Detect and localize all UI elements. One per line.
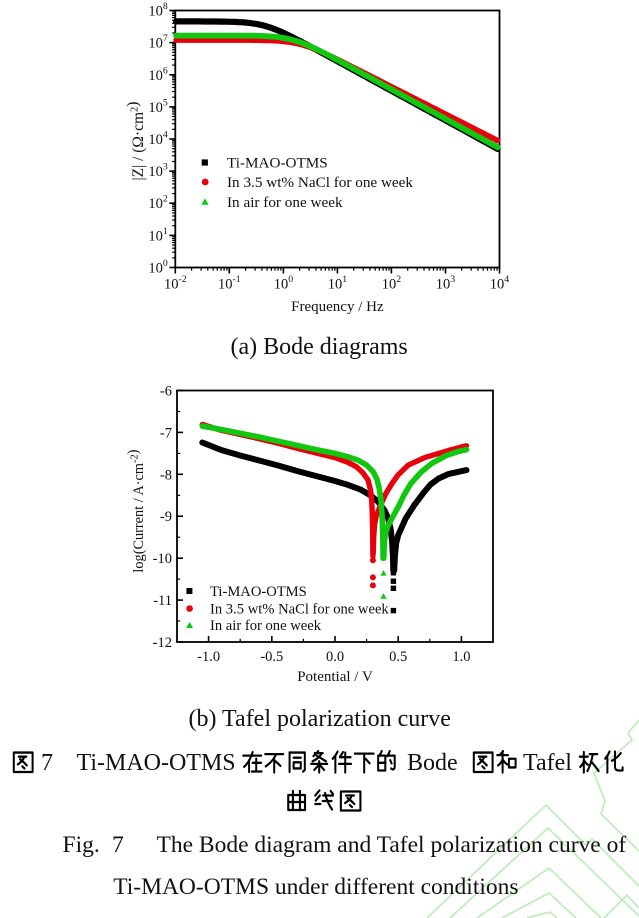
svg-text:101: 101 xyxy=(328,274,348,293)
svg-text:Ti-MAO-OTMS: Ti-MAO-OTMS xyxy=(210,584,307,600)
svg-text:-6: -6 xyxy=(160,384,172,400)
svg-text:100: 100 xyxy=(148,258,168,277)
svg-text:log(Current / A·cm-2): log(Current / A·cm-2) xyxy=(126,449,148,572)
svg-text:102: 102 xyxy=(382,274,402,293)
svg-text:0.0: 0.0 xyxy=(326,649,344,665)
svg-text:105: 105 xyxy=(148,97,168,116)
svg-text:0.5: 0.5 xyxy=(389,649,407,665)
svg-text:-1.0: -1.0 xyxy=(197,649,220,665)
svg-text:In air for one week: In air for one week xyxy=(227,194,343,211)
svg-text:-9: -9 xyxy=(160,509,172,525)
svg-text:100: 100 xyxy=(274,274,294,293)
svg-text:106: 106 xyxy=(148,65,168,84)
svg-text:Ti-MAO-OTMS: Ti-MAO-OTMS xyxy=(227,155,328,172)
svg-text:101: 101 xyxy=(148,226,168,245)
svg-text:-11: -11 xyxy=(153,593,172,609)
svg-text:1.0: 1.0 xyxy=(452,649,470,665)
svg-text:In 3.5 wt% NaCl for one week: In 3.5 wt% NaCl for one week xyxy=(227,174,413,191)
svg-text:-8: -8 xyxy=(160,467,172,483)
svg-text:103: 103 xyxy=(436,274,456,293)
svg-text:-0.5: -0.5 xyxy=(260,649,283,665)
svg-text:108: 108 xyxy=(148,1,168,20)
svg-text:104: 104 xyxy=(148,130,168,149)
svg-text:Potential / V: Potential / V xyxy=(297,669,373,685)
svg-text:103: 103 xyxy=(148,162,168,181)
svg-text:104: 104 xyxy=(490,274,510,293)
svg-text:10-2: 10-2 xyxy=(164,274,187,293)
svg-text:In 3.5 wt% NaCl for one week: In 3.5 wt% NaCl for one week xyxy=(210,602,389,618)
svg-text:10-1: 10-1 xyxy=(218,274,241,293)
svg-text:|Z| / (Ω·cm2): |Z| / (Ω·cm2) xyxy=(125,102,148,181)
svg-text:-7: -7 xyxy=(160,425,172,441)
svg-text:Frequency / Hz: Frequency / Hz xyxy=(291,299,384,315)
svg-text:102: 102 xyxy=(148,194,168,213)
svg-text:-12: -12 xyxy=(153,635,172,651)
svg-text:In air for one week: In air for one week xyxy=(210,618,322,634)
svg-text:-10: -10 xyxy=(153,551,172,567)
svg-text:107: 107 xyxy=(148,33,168,52)
